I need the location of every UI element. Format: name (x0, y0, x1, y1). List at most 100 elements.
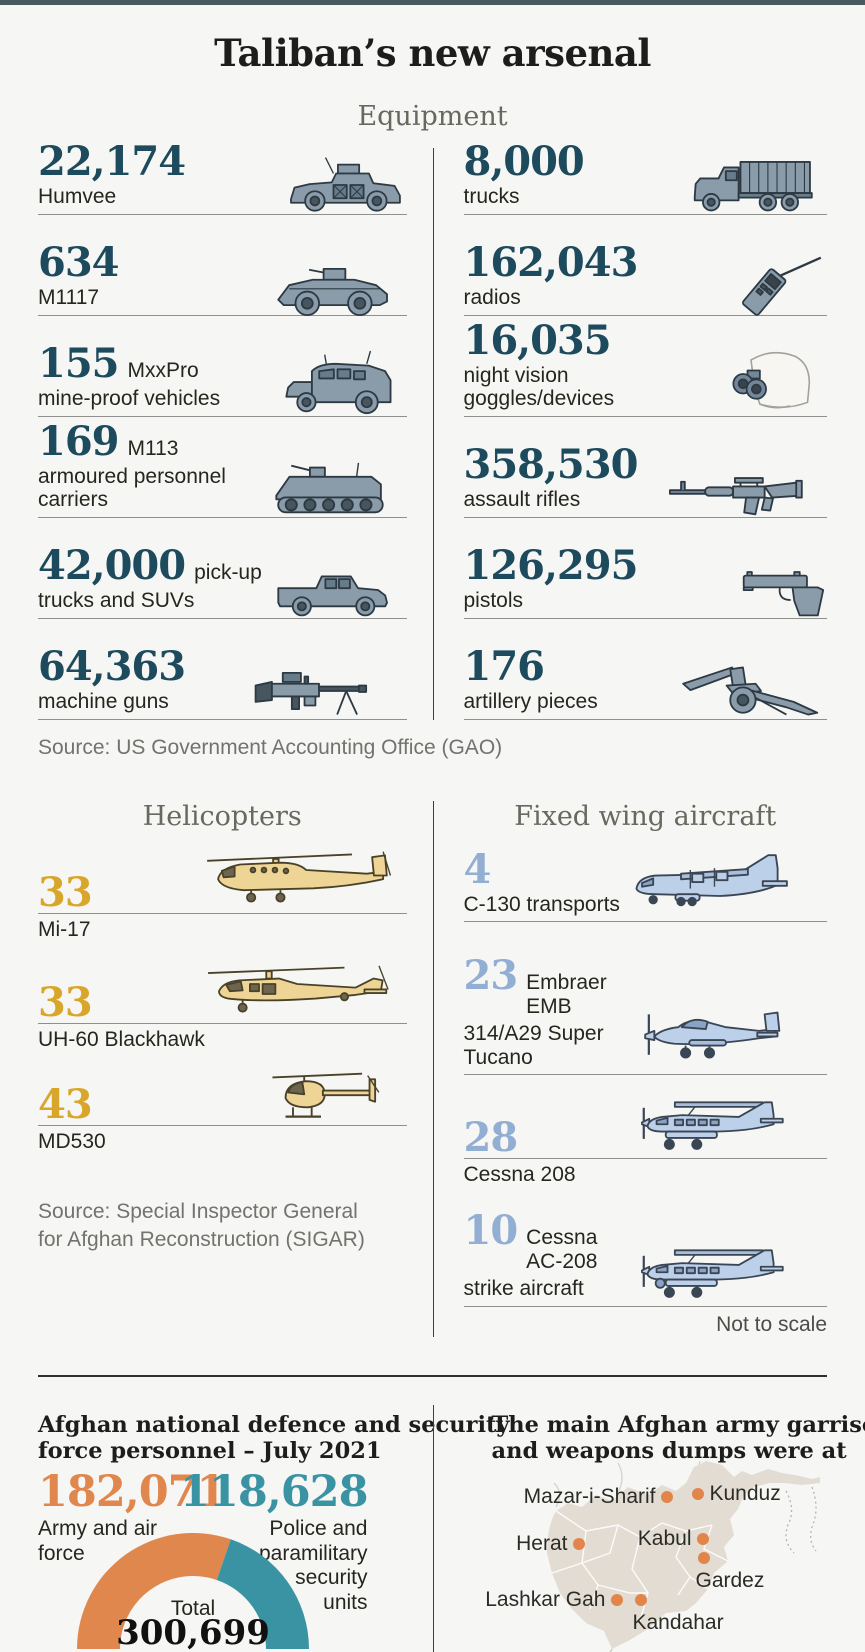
stat-label: C-130 transports (463, 892, 620, 916)
stat-value: 155 (38, 340, 119, 388)
stat-label: Mi-17 (38, 918, 91, 942)
city-dot (660, 1490, 673, 1503)
personnel-column: Afghan national defence and security for… (38, 1405, 509, 1652)
uh60-helicopter-icon (201, 964, 407, 1024)
stat-row-m1117: 634 M1117 (38, 215, 407, 316)
stat-label: assault rifles (463, 488, 581, 512)
stat-value: 16,035 (463, 316, 612, 364)
stat-value: 43 (38, 1081, 93, 1129)
stat-label: mine-proof vehicles (38, 387, 221, 411)
army-value: 182,071 (38, 1466, 226, 1517)
helicopters-source: Source: Special Inspector General for Af… (38, 1200, 365, 1252)
stat-label: night vision goggles/devices (463, 363, 615, 411)
stat-value: 176 (463, 643, 546, 691)
city-dot (572, 1537, 585, 1550)
stat-value: 33 (38, 869, 93, 917)
super-tucano-aircraft-icon (637, 1007, 827, 1075)
stat-row-mxxpro: 155 MxxPro mine-proof vehicles (38, 316, 407, 417)
total-value: 300,699 (116, 1612, 270, 1652)
map-column: The main Afghan army garrisons and weapo… (432, 1404, 865, 1652)
stat-row-c130: 4 C-130 transports (463, 844, 827, 923)
helicopters-section-title: Helicopters (142, 801, 302, 833)
stat-row-md530: 43 (38, 1070, 407, 1154)
stat-row-cessna-208: 28 (463, 1095, 827, 1187)
stat-row-trucks: 8,000 trucks (463, 142, 827, 215)
bottom-columns: Afghan national defence and security for… (0, 1404, 865, 1652)
map-heading: The main Afghan army garrisons and weapo… (491, 1411, 865, 1464)
stat-value: 169 (38, 417, 119, 465)
stat-label: trucks and SUVs (38, 589, 195, 613)
stat-label: pistols (463, 589, 524, 613)
personnel-gauge-chart (76, 1532, 309, 1649)
stat-value: 28 (463, 1114, 519, 1162)
personnel-heading: Afghan national defence and security for… (38, 1411, 510, 1464)
stat-row-pickups: 42,000 pick-up trucks and SUVs (38, 518, 407, 619)
stat-label: Humvee (38, 185, 117, 209)
c130-aircraft-icon (627, 844, 827, 922)
army-label: Army and air force (38, 1516, 158, 1565)
city-dot (634, 1593, 647, 1606)
stat-row-mi17: 33 (38, 848, 407, 942)
stat-label: artillery pieces (463, 690, 598, 714)
stat-label: MD530 (38, 1130, 106, 1154)
cessna-ac208-aircraft-icon (637, 1243, 827, 1307)
stat-value: 126,295 (463, 542, 639, 590)
stat-row-super-tucano: 23 Embraer EMB 314/A29 Super Tucano (463, 952, 827, 1076)
stat-label: machine guns (38, 690, 169, 714)
stat-value: 8,000 (463, 138, 585, 186)
stat-row-humvee: 22,174 Humvee (38, 142, 407, 215)
gauge-army-segment (76, 1532, 231, 1649)
fixed-wing-section-title: Fixed wing aircraft (514, 801, 777, 833)
police-value: 118,628 (180, 1466, 368, 1517)
stat-suffix: Embraer EMB (526, 971, 607, 1019)
total-label: Total (170, 1596, 216, 1620)
not-to-scale-note: Not to scale (716, 1312, 827, 1336)
equipment-source: Source: US Government Accounting Office … (38, 736, 503, 759)
m1117-icon (271, 258, 407, 316)
fixed-wing-column: Fixed wing aircraft 4 C-130 transports (432, 801, 827, 1337)
stat-value: 162,043 (463, 239, 639, 287)
stat-label: trucks (463, 185, 520, 209)
page-title: Taliban’s new arsenal (214, 31, 651, 75)
mi17-helicopter-icon (197, 848, 407, 914)
stat-suffix: MxxPro (127, 359, 199, 383)
equipment-right-column: 8,000 trucks (432, 142, 827, 720)
city-dot (610, 1593, 623, 1606)
assault-rifle-icon (667, 466, 827, 518)
stat-value: 358,530 (463, 441, 639, 489)
humvee-icon (283, 155, 407, 215)
stat-suffix: Cessna AC-208 (526, 1226, 598, 1274)
stat-value: 22,174 (38, 138, 186, 186)
stat-value: 10 (463, 1207, 519, 1255)
pickup-truck-icon (271, 561, 407, 619)
stat-label: 314/A29 Super Tucano (463, 1022, 604, 1069)
pistol-icon (739, 563, 827, 619)
stat-value: 634 (38, 239, 119, 287)
stat-row-radios: 162,043 radios (463, 215, 827, 316)
equipment-section-title: Equipment (357, 101, 508, 132)
top-accent-bar (0, 0, 865, 5)
machine-gun-icon (251, 662, 407, 720)
helicopters-column: Helicopters 33 (38, 801, 433, 1337)
night-vision-icon (721, 347, 827, 417)
equipment-left-column: 22,174 Humvee (38, 142, 433, 720)
stat-row-artillery: 176 artillery pieces (463, 619, 827, 720)
stat-label: strike aircraft (463, 1277, 584, 1301)
stat-row-pistols: 126,295 pistols (463, 518, 827, 619)
cessna-208-aircraft-icon (637, 1095, 827, 1159)
stat-label: Cessna 208 (463, 1163, 576, 1187)
stat-label: UH-60 Blackhawk (38, 1028, 205, 1052)
stat-row-uh60: 33 (38, 964, 407, 1052)
section-divider-rule (38, 1374, 827, 1377)
stat-value: 23 (463, 952, 519, 1000)
stat-suffix: M113 (127, 436, 179, 460)
stat-value: 42,000 (38, 542, 186, 590)
stat-row-cessna-ac208: 10 Cessna AC-208 strike aircraft (463, 1207, 827, 1307)
aircraft-columns: Helicopters 33 (0, 801, 865, 1337)
stat-row-machine-guns: 64,363 machine guns (38, 619, 407, 720)
city-dot (696, 1532, 709, 1545)
artillery-icon (677, 662, 827, 720)
equipment-columns: 22,174 Humvee (0, 142, 865, 720)
radio-icon (707, 254, 827, 316)
